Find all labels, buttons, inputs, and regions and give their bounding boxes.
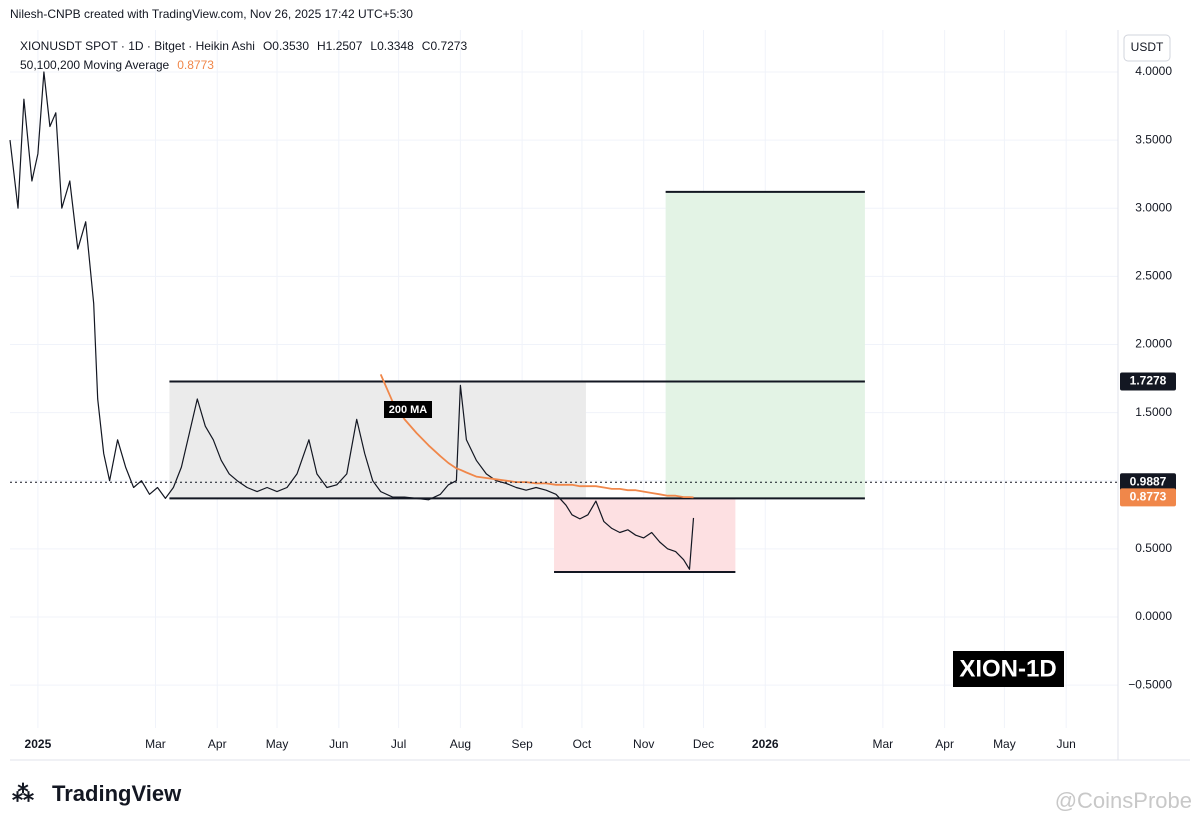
price-badge-label: 0.8773	[1130, 490, 1167, 504]
x-tick-label: Jun	[1057, 737, 1076, 751]
x-tick-label: Dec	[693, 737, 714, 751]
x-tick-label: Apr	[208, 737, 227, 751]
watermark: @CoinsProbe	[1055, 788, 1192, 813]
annotation: 200 MA	[389, 404, 428, 416]
x-tick-label: 2026	[752, 737, 779, 751]
logo: TradingView	[52, 781, 182, 806]
y-tick-label: 3.0000	[1135, 200, 1172, 214]
currency-box[interactable]	[1123, 34, 1171, 62]
y-tick-label: 2.5000	[1135, 269, 1172, 283]
x-tick-label: Aug	[450, 737, 471, 751]
price-badge-label: 0.9887	[1130, 474, 1167, 488]
y-tick-label: 0.0000	[1135, 609, 1172, 623]
indicator-value: 0.8773	[177, 58, 214, 72]
ohlc-value: L0.3348	[370, 39, 414, 53]
tag-box	[953, 651, 1064, 687]
header: Nilesh-CNPB created with TradingView.com…	[10, 7, 413, 21]
x-tick-label: Jul	[391, 737, 406, 751]
indicator: 50,100,200 Moving Average	[20, 58, 170, 72]
y-tick-label: 3.5000	[1135, 132, 1172, 146]
x-tick-label: Apr	[935, 737, 954, 751]
x-tick-label: May	[266, 737, 289, 751]
logo-mark: ⁂	[12, 781, 34, 806]
x-tick-label: 2025	[25, 737, 52, 751]
currency[interactable]: USDT	[1131, 40, 1164, 54]
y-tick-label: 2.0000	[1135, 337, 1172, 351]
y-tick-label: 0.5000	[1135, 541, 1172, 555]
zone	[554, 498, 736, 572]
ma-line	[379, 374, 694, 499]
ohlc-value: O0.3530	[263, 39, 309, 53]
y-tick-label: −0.5000	[1128, 677, 1172, 691]
x-tick-label: Mar	[873, 737, 894, 751]
x-tick-label: Oct	[573, 737, 592, 751]
x-tick-label: May	[993, 737, 1016, 751]
ohlc-value: H1.2507	[317, 39, 363, 53]
price-badge	[1120, 488, 1176, 507]
zone	[169, 381, 586, 499]
price-badge-label: 1.7278	[1130, 374, 1167, 388]
price-line	[9, 71, 695, 570]
tag: XION-1D	[959, 655, 1056, 682]
x-tick-label: Jun	[329, 737, 348, 751]
y-tick-label: 1.5000	[1135, 405, 1172, 419]
zone	[665, 191, 865, 499]
x-tick-label: Nov	[633, 737, 654, 751]
price-badge	[1120, 473, 1176, 492]
y-tick-label: 4.0000	[1135, 64, 1172, 78]
x-tick-label: Sep	[511, 737, 533, 751]
price-badge	[1120, 372, 1176, 391]
ohlc-value: C0.7273	[422, 39, 468, 53]
x-tick-label: Mar	[145, 737, 166, 751]
symbol: XIONUSDT SPOT · 1D · Bitget · Heikin Ash…	[20, 39, 255, 53]
annotation-box	[384, 401, 432, 418]
